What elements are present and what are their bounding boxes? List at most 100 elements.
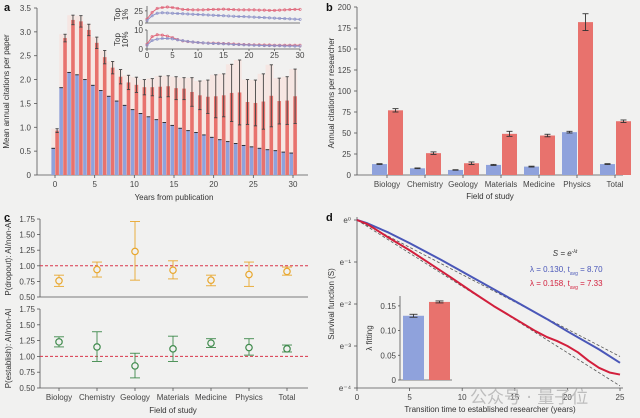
inset-point-blue [267, 44, 271, 48]
inset-point-blue [216, 13, 220, 17]
ratio-point [283, 267, 291, 276]
y-tick-label: 1.25 [19, 246, 35, 255]
x-tick-label: 25 [616, 393, 625, 402]
inset-point-blue [201, 41, 205, 45]
inset-point-red [222, 7, 226, 11]
ratio-point [131, 362, 139, 370]
inset-y-tick-label: 0.05 [380, 351, 396, 360]
inset-x-tick-label: 20 [245, 51, 254, 60]
inset-point-red [211, 7, 215, 11]
inset-point-blue [288, 17, 292, 21]
y-tick-label: 0.50 [19, 293, 35, 302]
inset-point-blue [176, 38, 180, 42]
bar-non-ai [281, 152, 286, 175]
bar-non-ai [122, 105, 127, 175]
bar-ai [578, 22, 593, 176]
inset-label: 1% [121, 9, 130, 21]
y-tick-label: 2.0 [20, 76, 32, 85]
inset-point-red [298, 7, 302, 11]
legend-entry: λ = 0.130, tavg = 8.70 [530, 265, 603, 277]
x-tick-label: 0 [53, 180, 58, 189]
inset-point-blue [165, 11, 169, 15]
y-tick-label: e⁻¹ [340, 258, 352, 267]
inset-point-blue [278, 16, 282, 20]
inset-point-blue [171, 37, 175, 41]
y-tick-label: 1.00 [19, 352, 35, 361]
x-tick-label: 25 [249, 180, 258, 189]
x-axis-label: Field of study [466, 192, 514, 201]
inset-point-blue [181, 39, 185, 43]
y-tick-label: 0.75 [19, 368, 35, 377]
inset-y-tick-label: 0 [139, 19, 144, 28]
bar-non-ai [273, 150, 278, 175]
bar-ai [237, 92, 242, 175]
x-tick-label: Medicine [523, 180, 556, 189]
bar-bg [202, 80, 210, 175]
inset-point-red [262, 8, 266, 12]
x-tick-label: 10 [130, 180, 139, 189]
formula: S = e-λt [553, 249, 578, 258]
inset-point-red [150, 10, 154, 14]
inset-point-blue [201, 13, 205, 17]
inset-point-blue [227, 42, 231, 46]
y-tick-label: 1.75 [19, 305, 35, 314]
y-tick-label: 150 [338, 45, 352, 54]
bar-ai [87, 29, 91, 175]
inset-point-blue [262, 44, 266, 48]
x-tick-label: 20 [563, 393, 572, 402]
bar-bg [186, 77, 195, 175]
bar-non-ai [233, 143, 238, 175]
y-axis-label: Annual citations per researcher [327, 37, 336, 148]
bar-non-ai [600, 164, 615, 175]
bar-non-ai [106, 96, 111, 175]
bar-non-ai [562, 132, 577, 175]
bar-non-ai [225, 141, 230, 175]
inset-point-red [160, 5, 164, 9]
y-axis-label: Mean annual citations per paper [2, 34, 11, 149]
inset-point-blue [247, 43, 251, 47]
inset-label: Top [113, 33, 122, 46]
inset-point-blue [171, 11, 175, 15]
bar-ai [206, 96, 210, 175]
inset-point-blue [272, 44, 276, 48]
inset-bar [403, 315, 424, 380]
bar-ai [293, 96, 297, 175]
y-tick-label: 100 [338, 87, 352, 96]
inset-point-blue [155, 11, 159, 15]
inset-point-blue [176, 12, 180, 16]
inset-point-red [186, 8, 190, 12]
bar-non-ai [289, 153, 293, 175]
bar-non-ai [210, 137, 214, 175]
inset-point-blue [211, 13, 215, 17]
inset-point-blue [232, 42, 236, 46]
inset-point-red [232, 8, 236, 12]
bar-ai [174, 88, 178, 175]
y-tick-label: 1.50 [19, 231, 35, 240]
bar-ai [269, 95, 274, 175]
bar-non-ai [146, 116, 151, 175]
y-tick-label: 1.00 [19, 262, 35, 271]
x-tick-label: 10 [458, 393, 467, 402]
x-tick-label: Physics [235, 393, 263, 402]
inset-bar [429, 301, 450, 380]
x-axis-label: Field of study [149, 406, 197, 415]
inset-point-blue [237, 43, 241, 47]
bar-non-ai [59, 87, 63, 175]
inset-point-red [165, 5, 169, 9]
bar-ai [158, 86, 163, 175]
ratio-point [283, 345, 291, 353]
bar-ai [502, 133, 517, 175]
inset-point-blue [257, 15, 261, 19]
inset-x-tick-label: 30 [296, 51, 305, 60]
inset-point-blue [206, 13, 210, 17]
inset-point-blue [237, 14, 241, 18]
inset-point-blue [160, 11, 164, 15]
y-tick-label: 1.25 [19, 337, 35, 346]
y-tick-label: 1.50 [19, 321, 35, 330]
inset-point-red [283, 8, 287, 12]
bar-ai [134, 84, 139, 175]
panel-b: b 0 25 50 75 100 125 150 175 200 Annual citations … [326, 2, 631, 201]
y-tick-label: 200 [338, 3, 352, 12]
inset-point-red [267, 8, 271, 12]
y-tick-label: 0.50 [19, 384, 35, 393]
